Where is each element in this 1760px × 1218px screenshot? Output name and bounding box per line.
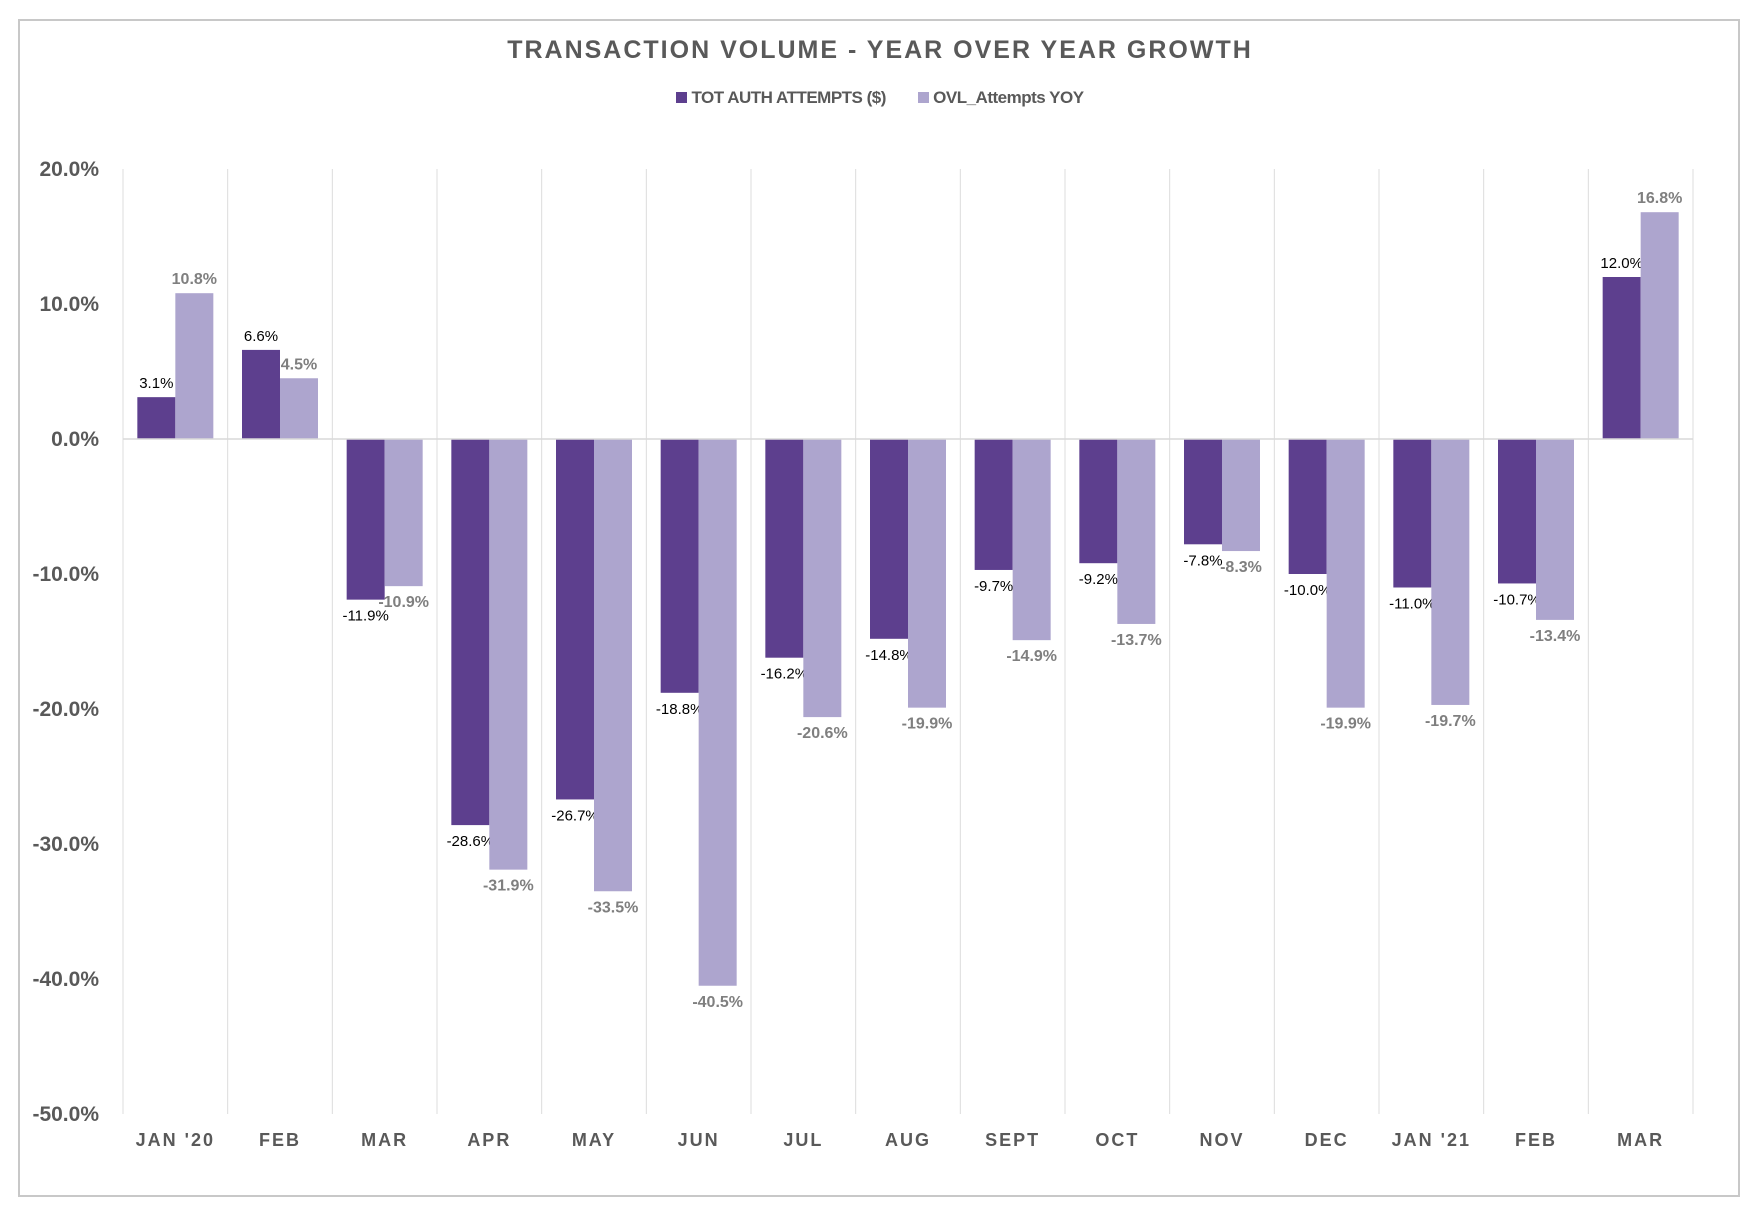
x-tick-label: JAN '20 — [136, 1130, 215, 1150]
data-label: -19.9% — [902, 716, 953, 733]
bar-ovl — [1536, 439, 1574, 620]
legend-item-tot-auth: TOT AUTH ATTEMPTS ($) — [676, 88, 886, 108]
data-label: -11.9% — [342, 608, 388, 625]
data-label: -10.7% — [1493, 591, 1541, 608]
y-tick-label: 20.0% — [39, 158, 99, 181]
bar-ovl — [384, 439, 423, 587]
legend-swatch-ovl — [918, 92, 930, 103]
bar-ovl — [489, 439, 528, 870]
data-label: -16.2% — [761, 666, 809, 683]
data-label: -9.2% — [1079, 571, 1118, 588]
bar-ovl — [1640, 212, 1679, 439]
bar-ovl — [698, 439, 737, 986]
x-tick-label: FEB — [1515, 1130, 1557, 1150]
data-label: -26.7% — [551, 807, 599, 824]
data-label: 4.5% — [281, 356, 317, 373]
bar-ovl — [1431, 439, 1470, 705]
bar-ovl — [803, 439, 842, 718]
bar-tot-auth — [556, 439, 594, 800]
x-tick-label: AUG — [885, 1130, 931, 1150]
data-label: -9.7% — [974, 578, 1013, 595]
data-label: -7.8% — [1183, 552, 1222, 569]
x-tick-label: DEC — [1305, 1130, 1349, 1150]
data-label: -10.0% — [1284, 582, 1332, 599]
bar-ovl — [1012, 439, 1051, 641]
data-label: -11.0% — [1389, 596, 1435, 613]
y-tick-label: -10.0% — [32, 563, 99, 586]
bar-tot-auth — [451, 439, 490, 826]
data-label: 10.8% — [172, 271, 217, 288]
bar-tot-auth — [660, 439, 699, 693]
x-tick-label: NOV — [1199, 1130, 1244, 1150]
data-label: -28.6% — [447, 833, 495, 850]
x-tick-label: MAR — [1617, 1130, 1664, 1150]
legend: TOT AUTH ATTEMPTS ($) OVL_Attempts YOY — [0, 88, 1760, 108]
data-label: -18.8% — [656, 701, 704, 718]
y-tick-label: 10.0% — [39, 293, 99, 316]
bar-tot-auth — [346, 439, 385, 600]
data-label: -31.9% — [483, 878, 534, 895]
bar-tot-auth — [1393, 439, 1432, 588]
data-label: 16.8% — [1637, 190, 1682, 207]
data-label: -40.5% — [692, 994, 743, 1011]
data-label: -33.5% — [588, 899, 639, 916]
data-label: 6.6% — [244, 328, 278, 345]
y-tick-label: -30.0% — [32, 833, 99, 856]
bar-ovl — [908, 439, 946, 708]
data-label: -20.6% — [797, 725, 848, 742]
x-tick-label: SEPT — [985, 1130, 1040, 1150]
bar-ovl — [175, 293, 214, 439]
bar-ovl — [594, 439, 632, 892]
bar-ovl — [1222, 439, 1260, 552]
y-tick-label: -50.0% — [32, 1103, 99, 1126]
legend-label-ovl: OVL_Attempts YOY — [933, 88, 1084, 107]
bar-ovl — [1117, 439, 1156, 624]
data-label: -14.8% — [865, 647, 913, 664]
x-tick-label: JUN — [678, 1130, 720, 1150]
data-label: -10.9% — [378, 594, 429, 611]
data-label: -14.9% — [1006, 648, 1057, 665]
x-tick-label: MAY — [572, 1130, 616, 1150]
bar-tot-auth — [1498, 439, 1536, 584]
y-tick-label: 0.0% — [51, 428, 99, 451]
bar-tot-auth — [870, 439, 908, 639]
y-tick-label: -20.0% — [32, 698, 99, 721]
bar-tot-auth — [1602, 277, 1641, 439]
bar-ovl — [1326, 439, 1365, 708]
bar-tot-auth — [1288, 439, 1327, 574]
legend-swatch-tot-auth — [676, 92, 688, 103]
chart-title: TRANSACTION VOLUME - YEAR OVER YEAR GROW… — [507, 36, 1253, 64]
data-label: -13.4% — [1530, 628, 1581, 645]
data-label: 3.1% — [139, 375, 173, 392]
x-tick-label: JUL — [783, 1130, 823, 1150]
x-tick-label: APR — [467, 1130, 511, 1150]
x-tick-label: MAR — [361, 1130, 408, 1150]
data-label: 12.0% — [1600, 255, 1643, 272]
bar-ovl — [280, 378, 318, 439]
data-label: -13.7% — [1111, 632, 1162, 649]
data-label: -19.9% — [1320, 716, 1371, 733]
data-label: -8.3% — [1220, 559, 1262, 576]
x-tick-label: JAN '21 — [1392, 1130, 1471, 1150]
y-tick-label: -40.0% — [32, 968, 99, 991]
legend-item-ovl: OVL_Attempts YOY — [918, 88, 1084, 108]
bar-tot-auth — [242, 349, 280, 439]
bar-tot-auth — [1079, 439, 1118, 564]
legend-label-tot-auth: TOT AUTH ATTEMPTS ($) — [691, 88, 886, 107]
bar-tot-auth — [765, 439, 804, 658]
bar-tot-auth — [974, 439, 1013, 570]
x-tick-label: OCT — [1095, 1130, 1139, 1150]
data-label: -19.7% — [1425, 713, 1476, 730]
bar-tot-auth — [1184, 439, 1222, 545]
x-tick-label: FEB — [259, 1130, 301, 1150]
bar-tot-auth — [137, 397, 176, 439]
